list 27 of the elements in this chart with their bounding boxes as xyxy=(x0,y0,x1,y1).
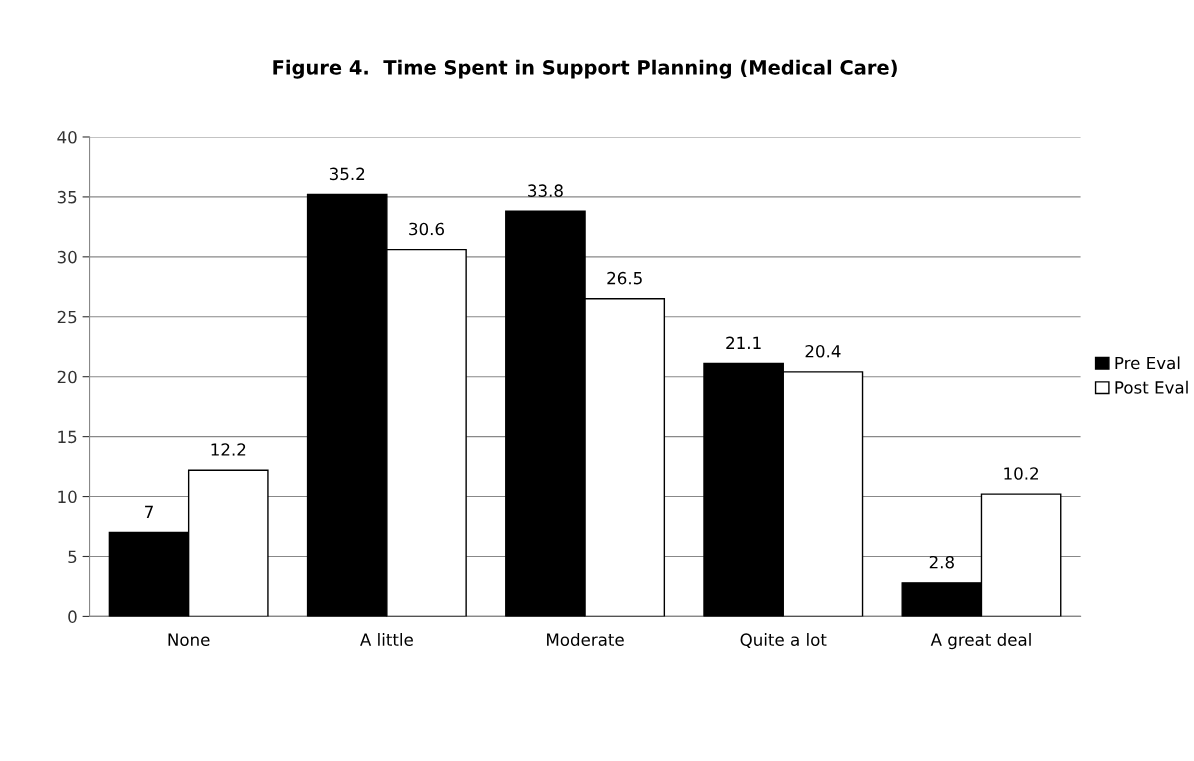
y-tick-label: 5 xyxy=(68,550,77,564)
y-tick-label: 15 xyxy=(58,430,77,444)
data-label: 20.4 xyxy=(805,344,841,358)
data-label: 7 xyxy=(145,505,153,518)
y-tick-label: 10 xyxy=(58,490,77,504)
x-tick-label: Quite a lot xyxy=(740,633,827,648)
data-label: 12.2 xyxy=(211,443,246,456)
x-tick-label: A little xyxy=(360,633,413,646)
y-tick-label: 40 xyxy=(57,130,77,144)
chart-title: Figure 4. Time Spent in Support Planning (Medical Care) xyxy=(273,59,897,79)
data-label: 10.2 xyxy=(1004,467,1038,480)
data-label: 26.5 xyxy=(607,271,642,285)
data-label: 30.6 xyxy=(409,222,444,236)
y-tick-label: 30 xyxy=(57,250,77,264)
y-tick-label: 0 xyxy=(68,610,77,623)
data-label: 35.2 xyxy=(329,167,365,181)
y-tick-label: 25 xyxy=(57,310,77,324)
x-tick-label: None xyxy=(168,633,210,646)
data-label: 33.8 xyxy=(528,184,563,197)
y-tick-label: 35 xyxy=(57,190,77,204)
x-tick-label: Moderate xyxy=(547,633,624,646)
y-tick-label: 20 xyxy=(57,370,77,384)
data-label: 21.1 xyxy=(726,336,761,349)
legend-label: Pre Eval xyxy=(1115,356,1180,370)
data-label: 2.8 xyxy=(929,555,954,569)
legend-label: Post Eval xyxy=(1115,380,1188,394)
x-tick-label: A great deal xyxy=(930,633,1031,650)
